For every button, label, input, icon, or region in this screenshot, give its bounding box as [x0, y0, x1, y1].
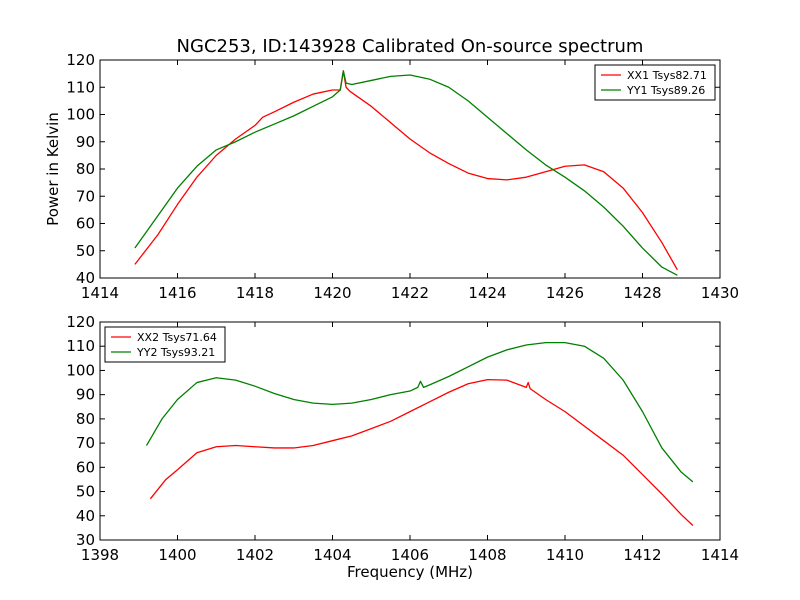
x-tick-label: 1406 [391, 546, 429, 564]
x-axis-title: Frequency (MHz) [347, 563, 473, 581]
series-line-1-1 [145, 341, 694, 483]
legend-box [594, 64, 716, 101]
y-tick-label: 40 [76, 507, 95, 525]
y-tick-label: 80 [76, 160, 95, 178]
y-tick-label: 60 [76, 215, 95, 233]
x-tick-label: 1414 [701, 546, 739, 564]
y-tick-label: 120 [66, 313, 95, 331]
y-tick-label: 110 [66, 78, 95, 96]
x-tick-label: 1418 [236, 284, 274, 302]
y-tick-label: 60 [76, 458, 95, 476]
y-tick-label: 90 [76, 386, 95, 404]
y-tick-label: 40 [76, 269, 95, 287]
y-tick-label: 50 [76, 242, 95, 260]
y-tick-label: 30 [76, 531, 95, 549]
x-tick-label: 1400 [158, 546, 196, 564]
x-tick-label: 1416 [158, 284, 196, 302]
y-tick-label: 110 [66, 337, 95, 355]
x-tick-label: 1424 [468, 284, 506, 302]
chart-title: NGC253, ID:143928 Calibrated On-source s… [177, 36, 644, 57]
y-axis-title: Power in Kelvin [44, 112, 62, 226]
y-tick-label: 50 [76, 483, 95, 501]
bottom-panel: 1398 1400 1402 1404 1406 1408 1410 1412 1414 30 40… [66, 313, 739, 581]
y-tick-label: 90 [76, 133, 95, 151]
legend: XX1 Tsys82.71 YY1 Tsys89.26 [594, 64, 716, 101]
y-tick-label: 100 [66, 361, 95, 379]
x-tick-label: 1398 [81, 546, 119, 564]
x-tick-label: 1430 [701, 284, 739, 302]
y-tick-label: 80 [76, 410, 95, 428]
y-tick-label: 120 [66, 51, 95, 69]
y-tick-label: 100 [66, 106, 95, 124]
x-tick-label: 1408 [468, 546, 506, 564]
legend-entry-label: XX2 Tsys71.64 [137, 331, 217, 344]
x-tick-label: 1412 [623, 546, 661, 564]
x-tick-label: 1404 [313, 546, 351, 564]
series-line-0-0 [134, 70, 678, 271]
series-line-0-1 [134, 70, 678, 276]
x-tick-label: 1422 [391, 284, 429, 302]
x-tick-label: 1402 [236, 546, 274, 564]
legend-entry-label: YY2 Tsys93.21 [136, 346, 215, 359]
legend: XX2 Tsys71.64 YY2 Tsys93.21 [104, 326, 226, 363]
legend-box [104, 326, 226, 363]
x-tick-label: 1428 [623, 284, 661, 302]
x-tick-label: 1426 [546, 284, 584, 302]
legend-entry-label: YY1 Tsys89.26 [626, 84, 705, 97]
x-tick-label: 1410 [546, 546, 584, 564]
y-tick-label: 70 [76, 187, 95, 205]
legend-entry-label: XX1 Tsys82.71 [627, 69, 707, 82]
x-tick-label: 1420 [313, 284, 351, 302]
x-tick-label: 1414 [81, 284, 119, 302]
top-panel: 1414 1416 1418 1420 1422 1424 1426 1428 1430 40 50… [44, 36, 739, 302]
y-tick-label: 70 [76, 434, 95, 452]
series-line-1-0 [149, 378, 694, 526]
